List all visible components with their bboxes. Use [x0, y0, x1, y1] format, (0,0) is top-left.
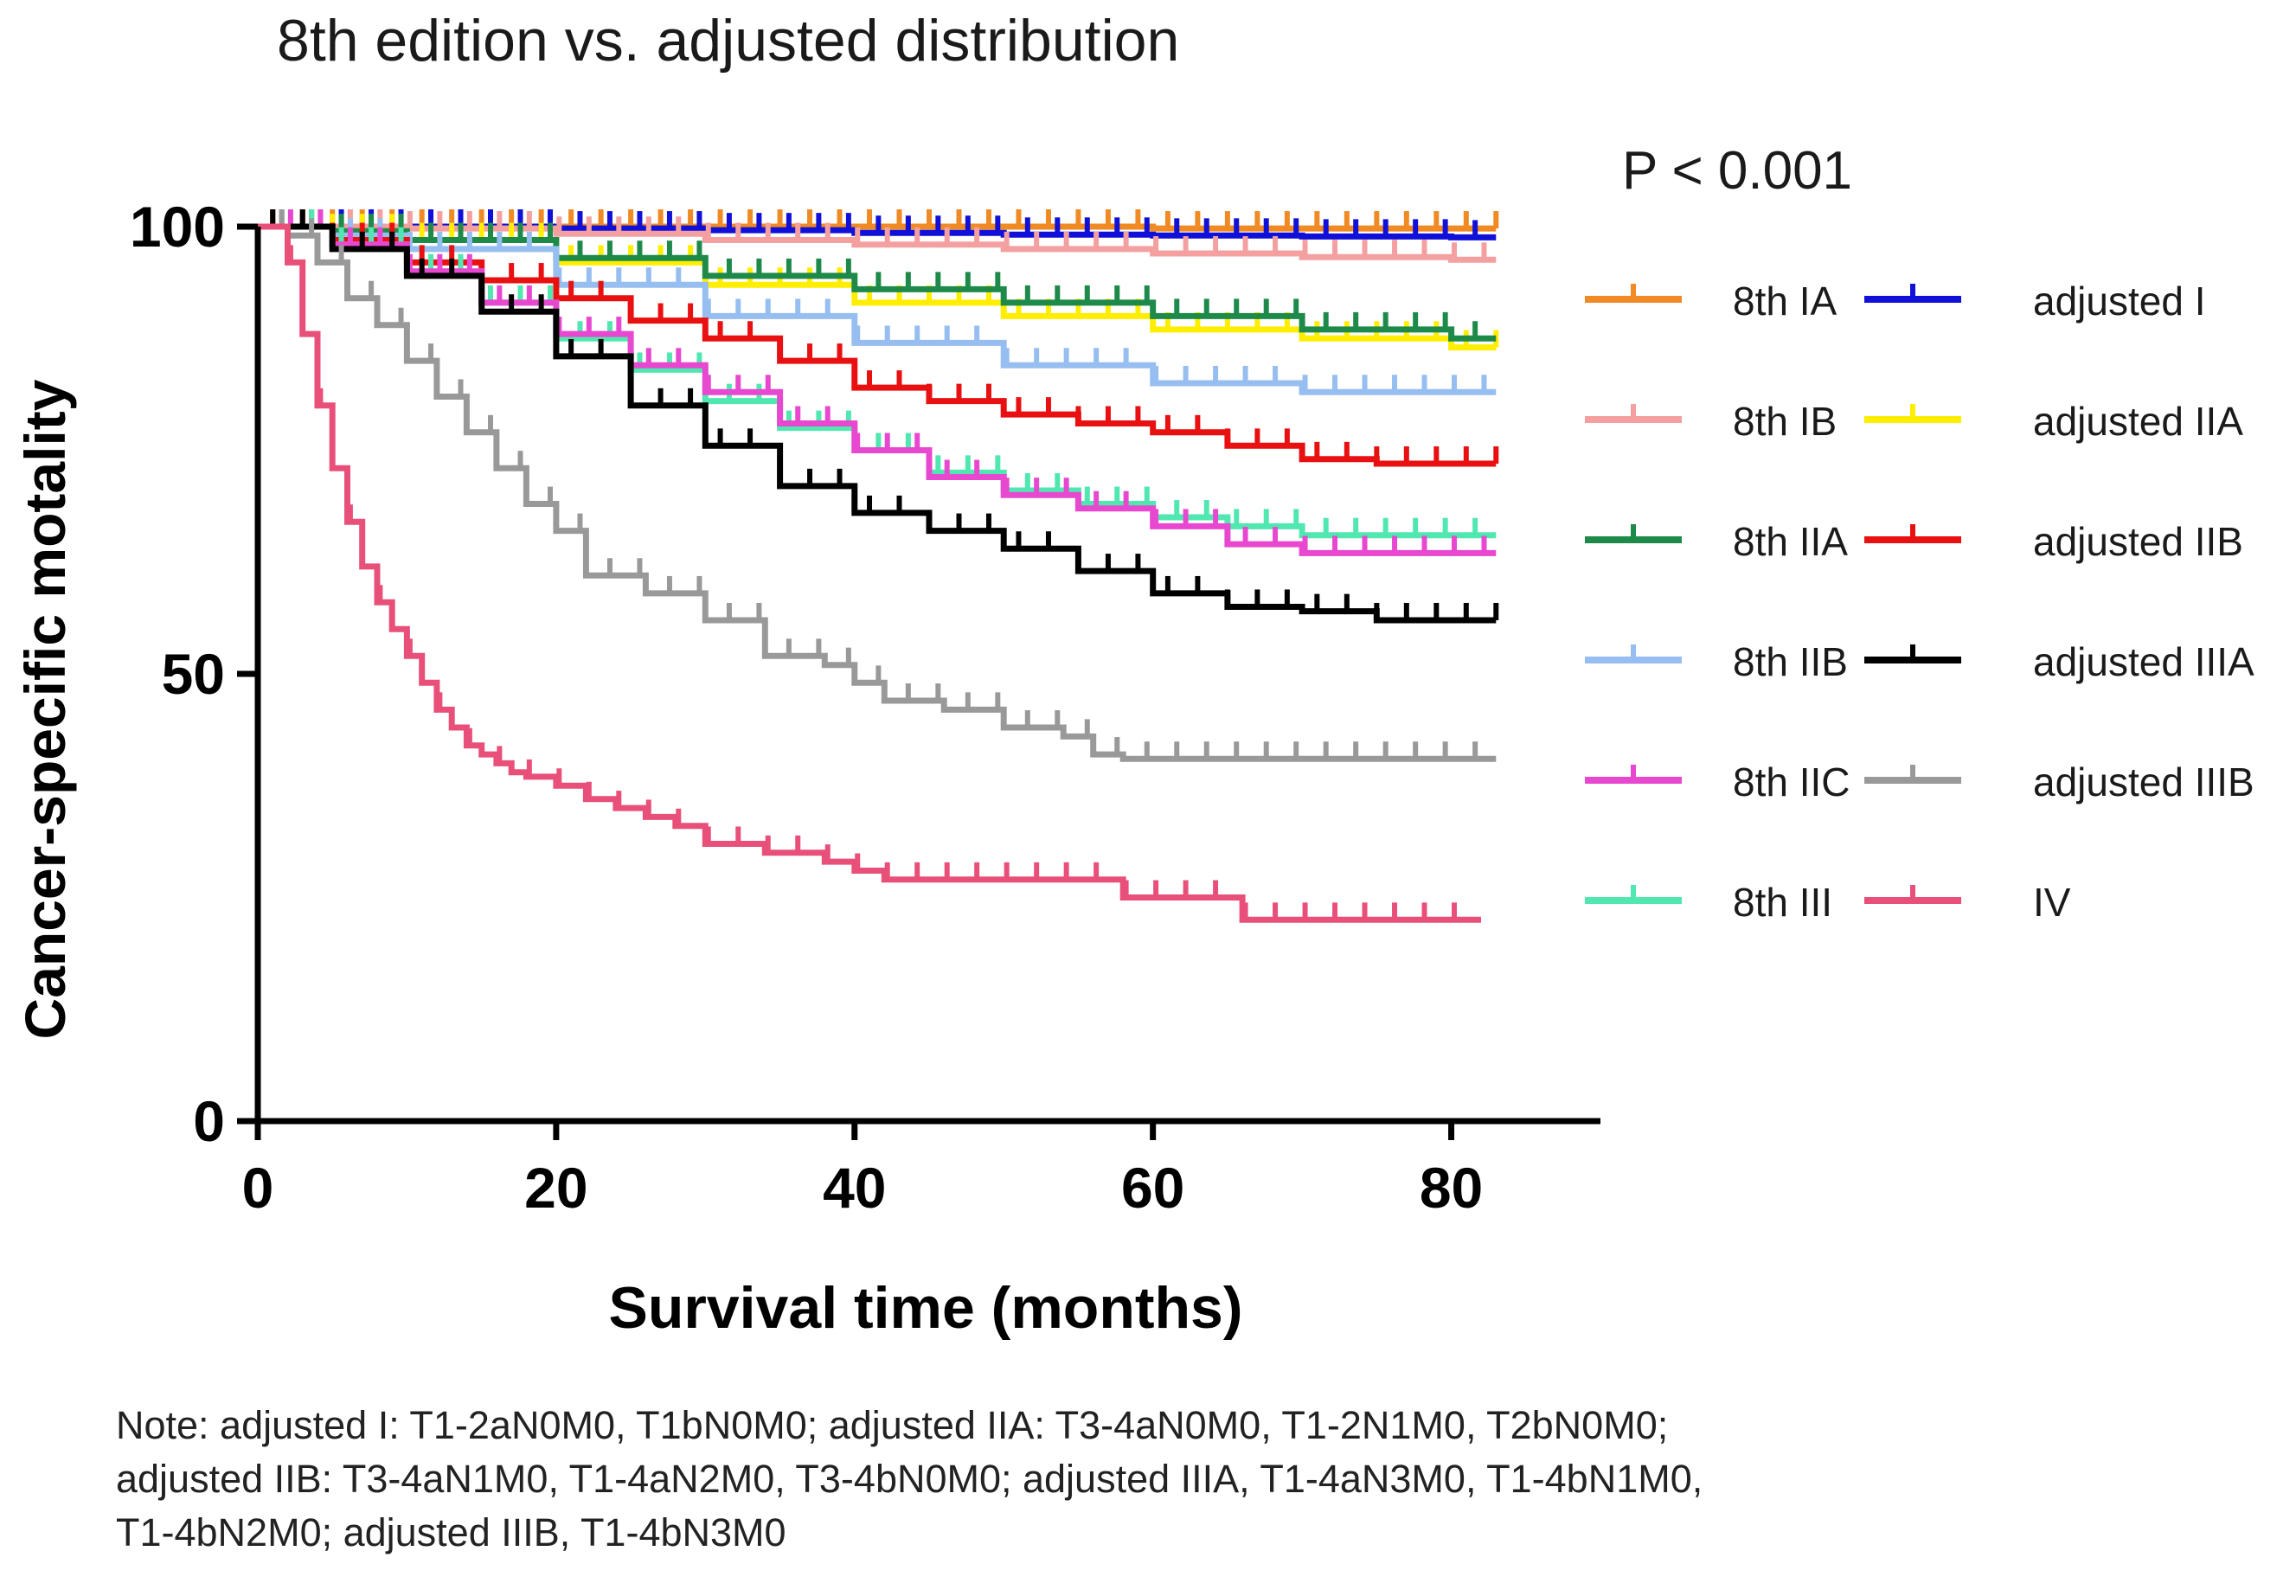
y-tick-label: 50 [162, 642, 225, 706]
series-line [258, 223, 1497, 263]
footnote: Note: adjusted I: T1-2aN0M0, T1bN0M0; ad… [116, 1399, 2244, 1560]
x-tick-label: 60 [1121, 1156, 1184, 1220]
survival-curves [258, 209, 1499, 923]
legend: 8th IA adjusted I 8th IB adjusted IIA 8th II… [1585, 279, 2254, 925]
legend-item: 8th IIB [1585, 639, 1848, 684]
x-tick-label: 40 [823, 1156, 886, 1220]
footnote-line: Note: adjusted I: T1-2aN0M0, T1bN0M0; ad… [116, 1403, 1669, 1447]
legend-label: 8th III [1733, 880, 1832, 925]
series-line [258, 223, 1497, 762]
curve-8th-ib [258, 209, 1497, 263]
curve-adjusted-iiib [258, 209, 1497, 762]
y-tick-label: 100 [130, 195, 225, 259]
legend-item: adjusted IIA [1864, 399, 2243, 444]
footnote-line: adjusted IIB: T3-4aN1M0, T1-4aN2M0, T3-4… [116, 1457, 1703, 1501]
legend-item: 8th IA [1585, 279, 1837, 324]
p-value-label: P < 0.001 [1622, 141, 1852, 201]
legend-label: adjusted IIIB [2033, 760, 2254, 804]
legend-item: IV [1864, 880, 2071, 925]
legend-item: adjusted IIB [1864, 519, 2243, 564]
axes: 0 20 40 60 80 0 50 100 [130, 195, 1600, 1220]
legend-label: 8th IIC [1733, 760, 1850, 804]
legend-label: adjusted I [2033, 279, 2205, 324]
x-tick-label: 0 [242, 1156, 274, 1220]
curve-8th-iic [258, 209, 1497, 556]
curve-iv [258, 223, 1481, 923]
legend-item: adjusted I [1864, 279, 2205, 324]
legend-item: 8th III [1585, 880, 1832, 925]
legend-item: 8th IB [1585, 399, 1837, 444]
legend-label: adjusted IIA [2033, 399, 2243, 444]
curve-adjusted-iiia [258, 209, 1499, 624]
legend-label: adjusted IIB [2033, 519, 2243, 564]
legend-item: 8th IIA [1585, 519, 1848, 564]
legend-item: adjusted IIIA [1864, 639, 2254, 684]
x-tick-label: 20 [524, 1156, 587, 1220]
x-axis-label: Survival time (months) [608, 1275, 1242, 1341]
legend-item: 8th IIC [1585, 760, 1850, 804]
legend-item: adjusted IIIB [1864, 760, 2254, 804]
x-tick-label: 80 [1420, 1156, 1483, 1220]
legend-label: 8th IB [1733, 399, 1837, 444]
footnote-line: T1-4bN2M0; adjusted IIIB, T1-4bN3M0 [116, 1510, 786, 1554]
legend-label: 8th IIA [1733, 519, 1848, 564]
series-line [258, 223, 1481, 923]
curve-adjusted-i [258, 209, 1497, 240]
legend-label: IV [2033, 880, 2071, 925]
legend-label: 8th IA [1733, 279, 1837, 324]
legend-label: 8th IIB [1733, 639, 1848, 684]
y-axis-label: Cancer-specific motality [13, 379, 77, 1039]
legend-label: adjusted IIIA [2033, 639, 2254, 684]
series-line [258, 223, 1497, 624]
y-tick-label: 0 [193, 1089, 225, 1153]
series-line [258, 223, 1497, 395]
chart-title: 8th edition vs. adjusted distribution [277, 8, 1179, 74]
